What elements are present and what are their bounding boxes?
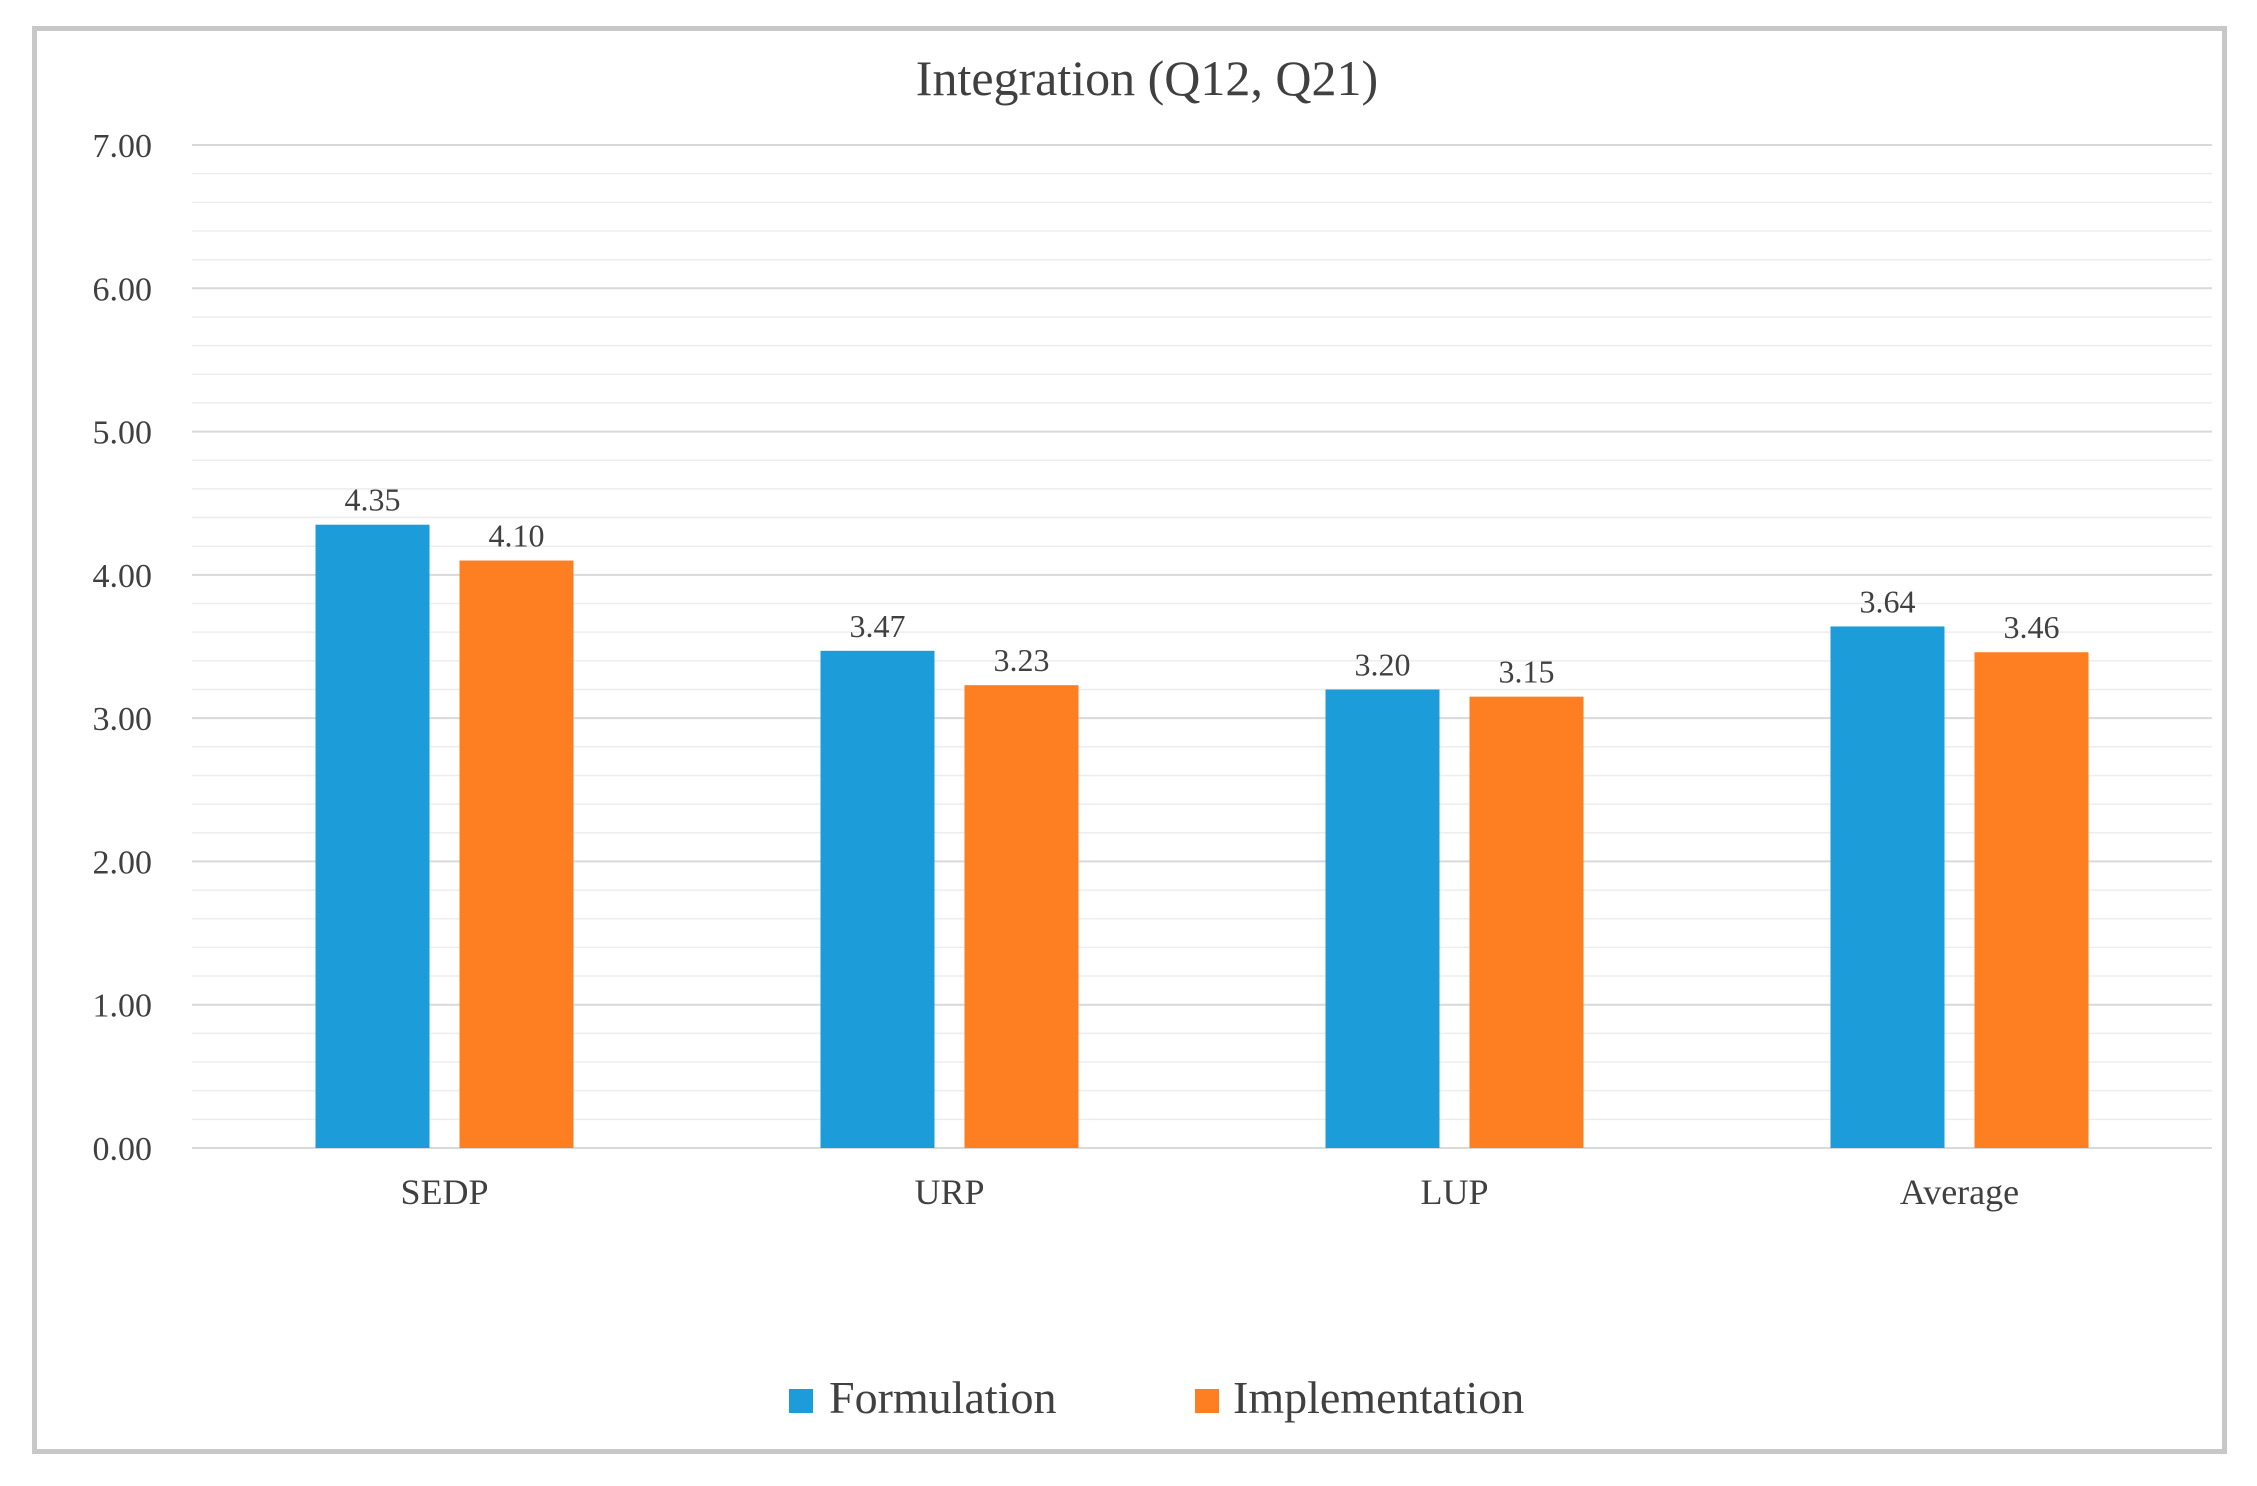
data-label-implementation-sedp: 4.10: [489, 518, 545, 554]
x-tick-label-sedp: SEDP: [400, 1172, 488, 1212]
data-label-formulation-urp: 3.47: [850, 608, 906, 644]
x-tick-label-average: Average: [1900, 1172, 2019, 1212]
y-tick-label: 5.00: [93, 415, 153, 452]
data-label-formulation-lup: 3.20: [1355, 646, 1411, 682]
bar-formulation-urp: [820, 650, 935, 1148]
bars: [315, 524, 2089, 1148]
y-tick-label: 2.00: [93, 844, 153, 881]
y-axis: 0.00 1.00 2.00 3.00 4.00 5.00 6.00 7.00: [93, 128, 153, 1168]
bar-implementation-lup: [1469, 696, 1584, 1148]
x-tick-label-urp: URP: [914, 1172, 984, 1212]
bar-chart: 0.00 1.00 2.00 3.00 4.00 5.00 6.00 7.00 4.35 4.1…: [93, 50, 2212, 1423]
legend: Formulation Implementation: [789, 1372, 1524, 1423]
chart-title: Integration (Q12, Q21): [916, 50, 1378, 106]
chart-frame: 0.00 1.00 2.00 3.00 4.00 5.00 6.00 7.00 4.35 4.1…: [32, 26, 2227, 1454]
bar-implementation-urp: [964, 685, 1079, 1148]
x-axis: SEDP URP LUP Average: [400, 1172, 2019, 1212]
data-label-implementation-lup: 3.15: [1499, 654, 1555, 690]
data-label-implementation-urp: 3.23: [994, 642, 1050, 678]
x-tick-label-lup: LUP: [1420, 1172, 1488, 1212]
y-tick-label: 0.00: [93, 1131, 153, 1168]
legend-swatch-implementation: [1195, 1389, 1219, 1413]
data-label-formulation-average: 3.64: [1860, 583, 1916, 619]
legend-label-implementation: Implementation: [1233, 1372, 1524, 1423]
y-tick-label: 7.00: [93, 128, 153, 165]
y-tick-label: 1.00: [93, 988, 153, 1025]
legend-swatch-formulation: [789, 1389, 813, 1413]
y-tick-label: 4.00: [93, 558, 153, 595]
bar-formulation-lup: [1325, 689, 1440, 1148]
legend-label-formulation: Formulation: [829, 1372, 1056, 1423]
bar-formulation-average: [1830, 626, 1945, 1148]
y-tick-label: 6.00: [93, 271, 153, 308]
bar-implementation-average: [1974, 652, 2089, 1148]
data-label-implementation-average: 3.46: [2004, 609, 2060, 645]
bar-formulation-sedp: [315, 524, 430, 1148]
data-labels: 4.35 4.10 3.47 3.23 3.20 3.15 3.64 3.46: [345, 482, 2060, 690]
y-tick-label: 3.00: [93, 701, 153, 738]
bar-implementation-sedp: [459, 560, 574, 1148]
data-label-formulation-sedp: 4.35: [345, 482, 401, 518]
